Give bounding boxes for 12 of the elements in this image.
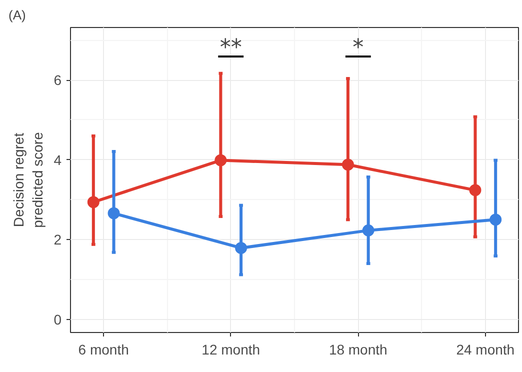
x-tick-label: 24 month bbox=[456, 342, 515, 358]
annotation: ** bbox=[220, 35, 242, 60]
y-tick-label: 6 bbox=[54, 72, 62, 88]
y-tick-label: 4 bbox=[54, 152, 62, 168]
y-tick-label: 0 bbox=[54, 311, 62, 328]
y-axis-title: Decision regret predicted score bbox=[10, 132, 46, 228]
annotation: * bbox=[352, 35, 364, 60]
x-tick-label: 6 month bbox=[78, 342, 129, 358]
chart-title: (A) bbox=[8, 8, 26, 22]
y-tick-label: 2 bbox=[54, 232, 62, 248]
x-tick-label: 12 month bbox=[202, 342, 260, 358]
x-tick-label: 18 month bbox=[328, 342, 388, 358]
